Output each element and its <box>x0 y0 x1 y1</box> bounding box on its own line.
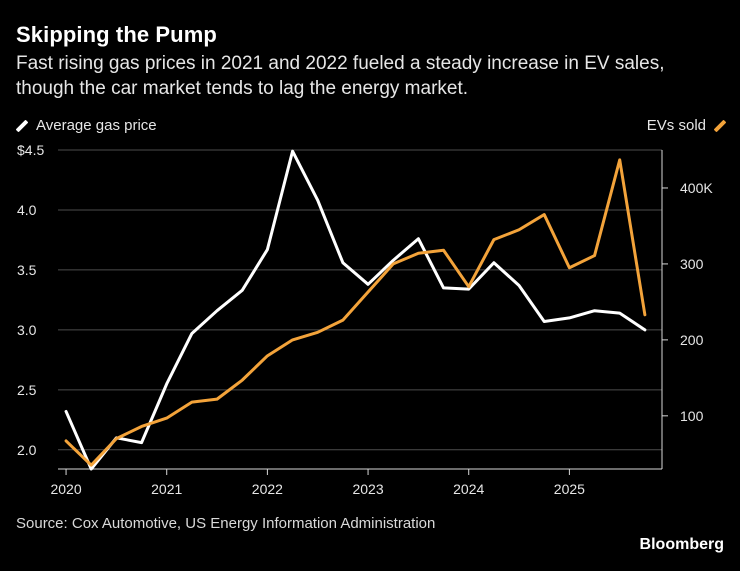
gas-price-line <box>64 149 647 471</box>
legend-ev-label: EVs sold <box>646 117 706 134</box>
legend-gas-label: Average gas price <box>36 117 157 134</box>
y-right-tick-label-0: 400K <box>680 180 713 196</box>
chart-title: Skipping the Pump <box>16 22 217 47</box>
ev-sales-line <box>64 158 647 467</box>
y-left-tick-label-0: $4.5 <box>17 142 44 158</box>
chart-subtitle: Fast rising gas prices in 2021 and 2022 … <box>16 53 665 99</box>
y-right-tick-label-3: 100 <box>680 408 704 424</box>
x-tick-label-1: 2021 <box>151 481 182 497</box>
x-tick-label-4: 2024 <box>453 481 484 497</box>
y-left-tick-label-2: 3.5 <box>17 262 37 278</box>
y-right-tick-label-2: 200 <box>680 332 704 348</box>
y-left-tick-label-4: 2.5 <box>17 382 37 398</box>
x-tick-label-3: 2023 <box>352 481 383 497</box>
y-left-tick-label-3: 3.0 <box>17 322 37 338</box>
y-left-tick-label-1: 4.0 <box>17 202 37 218</box>
y-left-tick-label-5: 2.0 <box>17 442 37 458</box>
x-tick-label-0: 2020 <box>50 481 81 497</box>
x-tick-label-2: 2022 <box>252 481 283 497</box>
x-tick-label-5: 2025 <box>554 481 585 497</box>
y-right-tick-label-1: 300 <box>680 256 704 272</box>
source-note: Source: Cox Automotive, US Energy Inform… <box>16 515 436 532</box>
brand-logo: Bloomberg <box>639 536 724 553</box>
legend-ev: EVs sold <box>646 117 727 134</box>
legend-gas: Average gas price <box>15 117 157 134</box>
